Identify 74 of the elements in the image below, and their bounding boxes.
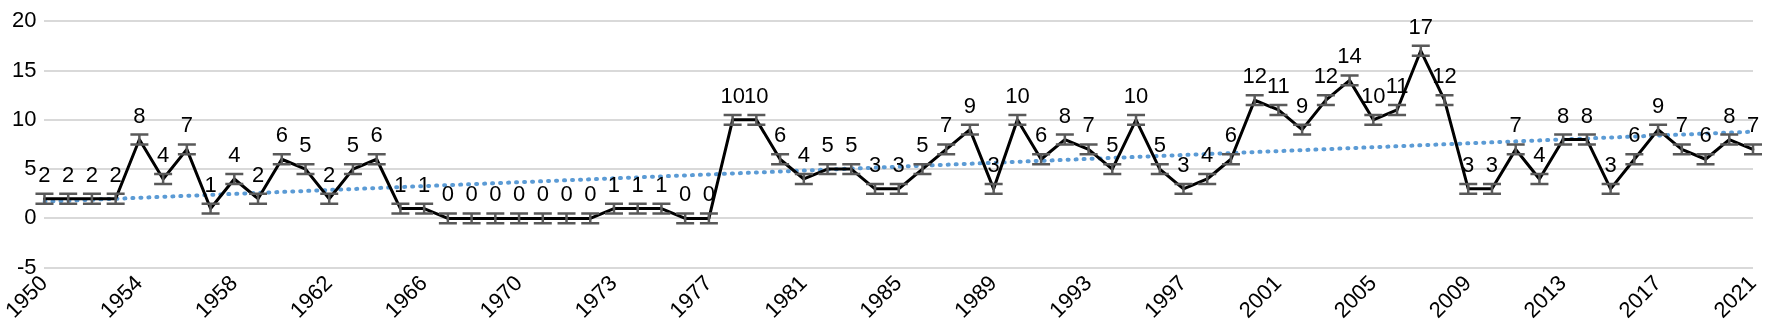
data-label: 14 <box>1337 43 1362 69</box>
data-label: 12 <box>1432 63 1457 89</box>
data-label: 10 <box>744 82 769 108</box>
data-label: 2 <box>85 161 99 187</box>
y-tick-label: 5 <box>24 155 37 181</box>
data-label: 8 <box>1580 102 1594 128</box>
data-label: 9 <box>963 92 977 118</box>
data-label: 1 <box>655 171 668 197</box>
data-label: 8 <box>1058 102 1071 128</box>
data-label: 0 <box>679 181 692 207</box>
data-label: 0 <box>560 181 573 207</box>
data-label: 3 <box>1462 151 1475 177</box>
y-tick-label: 15 <box>11 56 37 82</box>
data-label: 10 <box>1361 82 1386 108</box>
data-label: 1 <box>631 171 644 197</box>
data-label: 0 <box>512 181 526 207</box>
y-tick-label: 0 <box>24 204 37 230</box>
data-label: 7 <box>940 112 953 138</box>
data-label: 6 <box>1224 122 1238 148</box>
data-label: 9 <box>1296 92 1309 118</box>
data-label: 0 <box>536 181 549 207</box>
data-label: 10 <box>1123 82 1149 108</box>
data-label: 8 <box>133 102 146 128</box>
data-label: 6 <box>275 122 288 148</box>
data-label: 1 <box>204 171 217 197</box>
data-label: 5 <box>346 132 360 158</box>
data-label: 2 <box>62 161 75 187</box>
data-label: 3 <box>1177 151 1190 177</box>
data-label: 4 <box>1533 142 1546 168</box>
data-label: 5 <box>299 132 312 158</box>
data-label: 2 <box>109 161 122 187</box>
data-label: 7 <box>180 112 193 138</box>
data-label: 7 <box>1082 112 1095 138</box>
data-label: 6 <box>1699 122 1712 148</box>
data-label: 12 <box>1242 63 1267 89</box>
data-label: 1 <box>607 171 621 197</box>
y-tick-label: 20 <box>11 7 37 33</box>
y-tick-label: 10 <box>11 105 37 131</box>
data-label: 10 <box>720 82 745 108</box>
data-label: 5 <box>916 132 929 158</box>
data-label: 5 <box>1153 132 1166 158</box>
data-label: 7 <box>1509 112 1522 138</box>
data-label: 6 <box>1034 122 1048 148</box>
data-label: 3 <box>1604 151 1617 177</box>
data-label: 0 <box>465 181 478 207</box>
data-label: 17 <box>1408 13 1434 39</box>
data-label: 7 <box>1746 112 1760 138</box>
data-label: 5 <box>821 132 834 158</box>
data-label: 6 <box>773 122 787 148</box>
data-label: 11 <box>1266 73 1290 99</box>
data-label: 5 <box>845 132 858 158</box>
data-label: 2 <box>38 161 51 187</box>
data-label: 6 <box>1628 122 1641 148</box>
data-label: 3 <box>1485 151 1499 177</box>
data-label: 3 <box>868 151 882 177</box>
data-label: 0 <box>489 181 502 207</box>
data-label: 2 <box>251 161 265 187</box>
data-label: 2 <box>323 161 336 187</box>
data-label: 0 <box>584 181 597 207</box>
data-label: 4 <box>228 142 241 168</box>
data-label: 7 <box>1675 112 1688 138</box>
data-label: 0 <box>702 181 716 207</box>
data-label: 3 <box>892 151 905 177</box>
data-label: 12 <box>1313 63 1339 89</box>
data-label: 4 <box>797 142 810 168</box>
data-label: 4 <box>156 142 170 168</box>
data-label: 10 <box>1005 82 1030 108</box>
data-label: 8 <box>1723 102 1736 128</box>
data-label: 8 <box>1557 102 1570 128</box>
data-label: 6 <box>370 122 383 148</box>
data-label: 5 <box>1106 132 1119 158</box>
data-label: 0 <box>441 181 454 207</box>
data-label: 4 <box>1201 142 1214 168</box>
data-label: 9 <box>1651 92 1665 118</box>
